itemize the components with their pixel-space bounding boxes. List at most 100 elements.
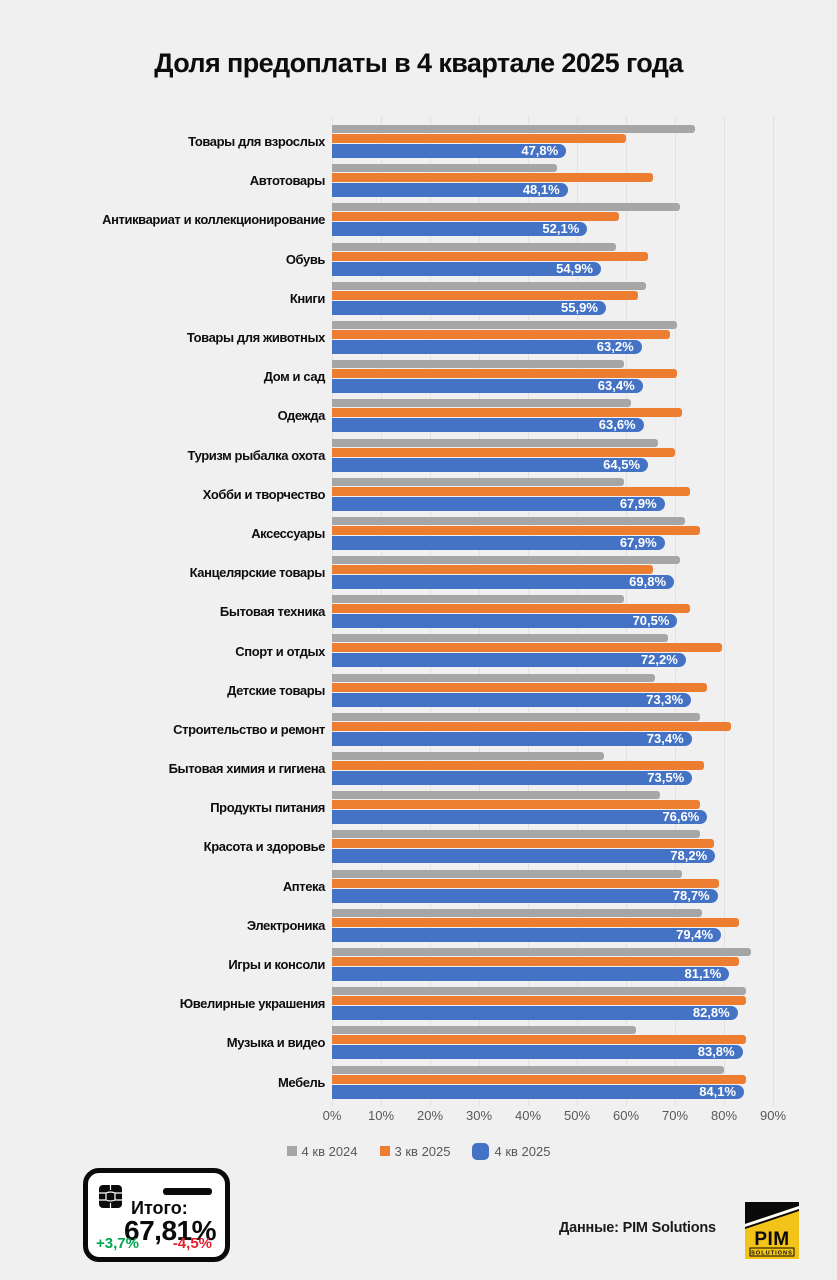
bar-3q2025 [332, 447, 675, 457]
bar-4q2025: 69,8% [332, 575, 675, 590]
category-label: Спорт и отдых [235, 643, 325, 659]
category-label: Аксессуары [251, 525, 325, 541]
legend-label: 3 кв 2025 [394, 1143, 451, 1159]
bar-4q2024 [332, 320, 678, 329]
bar-4q2024 [332, 164, 558, 173]
bar-4q2025: 64,5% [332, 457, 649, 472]
bar-3q2025 [332, 682, 707, 692]
bar-4q2024 [332, 477, 624, 486]
bar-4q2025: 54,9% [332, 261, 601, 276]
legend-item: 3 кв 2025 [379, 1143, 451, 1159]
bar-4q2024 [332, 791, 661, 800]
legend-label: 4 кв 2024 [301, 1143, 358, 1159]
category-label: Дом и сад [263, 369, 326, 385]
bar-4q2024 [332, 830, 700, 839]
bar-chart: Товары для взрослых 47,8% Автотовары 48,1% А… [0, 122, 773, 1102]
category-label: Аптека [282, 878, 326, 894]
bar-3q2025 [332, 878, 720, 888]
bar-row: Аптека 78,7% [0, 867, 773, 906]
x-axis: 0% 10% 20% 30% 40% 50% 60% 70% 80% 90% [323, 1108, 786, 1126]
bar-4q2025: 67,9% [332, 535, 665, 550]
bar-3q2025 [332, 134, 626, 143]
bar-row: Дом и сад 63,4% [0, 357, 773, 396]
legend-swatch-icon [286, 1146, 297, 1156]
x-tick-label: 60% [612, 1108, 640, 1123]
bar-4q2024 [332, 125, 695, 133]
bars-group: 78,7% [332, 867, 773, 906]
category-label: Бытовая химия и гигиена [168, 761, 326, 777]
bar-3q2025 [332, 1035, 747, 1045]
bar-4q2025: 79,4% [332, 927, 722, 942]
bar-4q2025: 83,8% [332, 1045, 743, 1060]
bar-4q2025: 76,6% [332, 810, 708, 825]
bars-group: 52,1% [332, 200, 773, 239]
x-tick-label: 90% [759, 1108, 787, 1123]
bar-4q2024 [332, 1065, 724, 1074]
bar-row: Спорт и отдых 72,2% [0, 631, 773, 670]
category-label: Автотовары [249, 173, 326, 189]
bar-row: Мебель 84,1% [0, 1063, 773, 1102]
legend-item: 4 кв 2024 [286, 1143, 358, 1159]
bar-row: Хобби и творчество 67,9% [0, 475, 773, 514]
category-label: Книги [289, 290, 326, 306]
x-tick-label: 40% [514, 1108, 542, 1123]
legend-swatch-icon [379, 1146, 390, 1156]
bar-row: Обувь 54,9% [0, 240, 773, 279]
bar-4q2025: 72,2% [332, 653, 686, 668]
bar-4q2025: 73,5% [332, 771, 693, 785]
category-label: Мебель [278, 1074, 325, 1090]
card-chip-icon [99, 1185, 122, 1213]
category-label: Одежда [277, 408, 326, 424]
bars-group: 73,4% [332, 710, 773, 749]
category-label: Бытовая техника [219, 604, 325, 620]
bars-group: 70,5% [332, 592, 773, 631]
bars-group: 67,9% [332, 514, 773, 553]
bar-4q2024 [332, 203, 680, 212]
bar-3q2025 [332, 173, 653, 183]
bar-4q2024 [332, 1026, 636, 1035]
bar-4q2025: 48,1% [332, 183, 568, 198]
category-label: Обувь [285, 251, 326, 267]
bar-row: Товары для взрослых 47,8% [0, 122, 773, 161]
bar-3q2025 [332, 486, 690, 496]
bars-group: 81,1% [332, 945, 773, 984]
delta-up-value: +3,7% [96, 1235, 139, 1252]
bar-row: Продукты питания 76,6% [0, 788, 773, 827]
bar-4q2024 [332, 712, 700, 721]
bars-group: 73,3% [332, 671, 773, 710]
legend-label: 4 кв 2025 [494, 1143, 551, 1159]
bars-group: 78,2% [332, 827, 773, 866]
category-label: Канцелярские товары [189, 565, 326, 581]
bars-group: 63,2% [332, 318, 773, 357]
bar-4q2024 [332, 438, 658, 447]
bars-group: 64,5% [332, 436, 773, 475]
bar-3q2025 [332, 565, 653, 575]
card-stripe [163, 1188, 212, 1195]
bar-3q2025 [332, 525, 700, 535]
bar-4q2024 [332, 752, 604, 760]
x-tick-label: 10% [367, 1108, 395, 1123]
total-value: 67,81% [124, 1215, 216, 1246]
summary-card: Итого: 67,81% +3,7% -4,5% [83, 1168, 230, 1262]
bar-row: Туризм рыбалка охота 64,5% [0, 436, 773, 475]
bar-3q2025 [332, 956, 739, 966]
x-tick-label: 0% [322, 1108, 342, 1123]
bars-group: 63,4% [332, 357, 773, 396]
bar-4q2024 [332, 987, 747, 996]
bar-4q2024 [332, 556, 680, 565]
bars-group: 69,8% [332, 553, 773, 592]
bar-4q2024 [332, 516, 685, 525]
category-label: Продукты питания [210, 800, 325, 816]
bars-group: 83,8% [332, 1023, 773, 1062]
category-label: Электроника [246, 917, 326, 933]
bars-group: 63,6% [332, 396, 773, 435]
bar-4q2025: 81,1% [332, 966, 730, 981]
category-label: Игры и консоли [228, 957, 325, 973]
bars-group: 54,9% [332, 240, 773, 279]
x-tick-label: 70% [661, 1108, 689, 1123]
category-label: Хобби и творчество [202, 486, 326, 502]
bar-4q2025: 78,7% [332, 888, 718, 903]
bar-3q2025 [332, 721, 732, 731]
chart-title: Доля предоплаты в 4 квартале 2025 года [154, 48, 683, 78]
bar-3q2025 [332, 290, 639, 300]
